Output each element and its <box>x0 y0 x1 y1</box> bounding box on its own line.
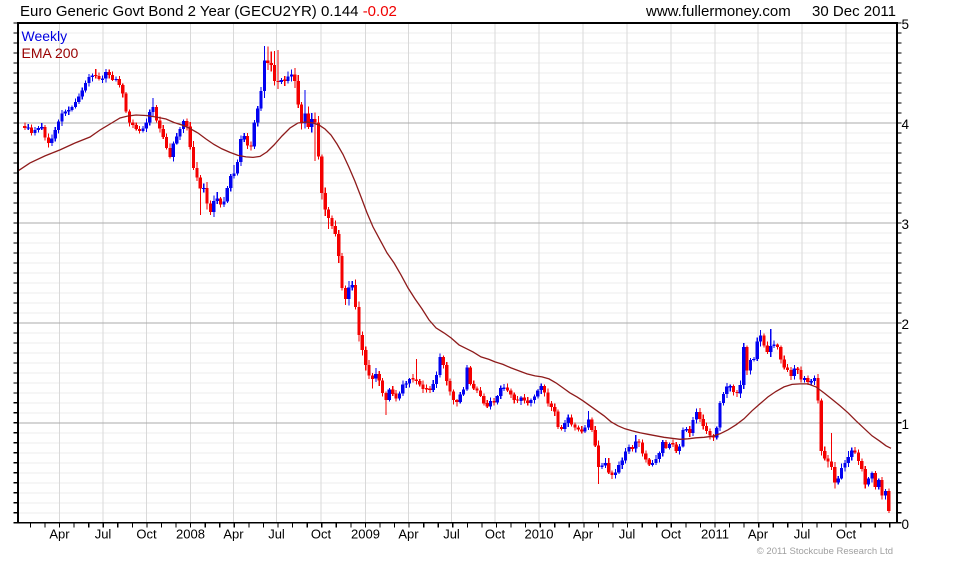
svg-text:www.fullermoney.com: www.fullermoney.com <box>645 3 791 20</box>
svg-text:30 Dec 2011: 30 Dec 2011 <box>812 3 896 20</box>
svg-text:2011: 2011 <box>701 527 729 542</box>
svg-text:3: 3 <box>902 217 910 232</box>
svg-text:Apr: Apr <box>573 527 594 542</box>
svg-text:Oct: Oct <box>661 527 682 542</box>
svg-text:Apr: Apr <box>398 527 419 542</box>
svg-text:Jul: Jul <box>794 527 811 542</box>
svg-text:2008: 2008 <box>176 527 205 542</box>
svg-text:EMA 200: EMA 200 <box>22 45 79 61</box>
svg-text:Jul: Jul <box>95 527 112 542</box>
svg-text:1: 1 <box>902 417 910 432</box>
svg-text:Apr: Apr <box>49 527 70 542</box>
svg-text:Apr: Apr <box>748 527 769 542</box>
svg-text:0: 0 <box>902 517 910 532</box>
svg-text:Oct: Oct <box>485 527 506 542</box>
svg-text:2009: 2009 <box>351 527 380 542</box>
svg-text:Oct: Oct <box>136 527 157 542</box>
svg-text:Jul: Jul <box>443 527 460 542</box>
svg-text:2010: 2010 <box>525 527 554 542</box>
svg-text:Apr: Apr <box>223 527 244 542</box>
svg-text:Oct: Oct <box>311 527 332 542</box>
svg-text:Jul: Jul <box>268 527 285 542</box>
svg-text:Euro Generic Govt Bond 2 Year: Euro Generic Govt Bond 2 Year (GECU2YR) … <box>20 3 397 20</box>
svg-text:5: 5 <box>902 17 910 32</box>
svg-text:Oct: Oct <box>836 527 857 542</box>
svg-text:2: 2 <box>902 317 910 332</box>
svg-text:© 2011 Stockcube Research Ltd: © 2011 Stockcube Research Ltd <box>757 546 893 557</box>
svg-text:Weekly: Weekly <box>22 28 68 44</box>
svg-text:4: 4 <box>902 117 910 132</box>
svg-text:Jul: Jul <box>619 527 636 542</box>
